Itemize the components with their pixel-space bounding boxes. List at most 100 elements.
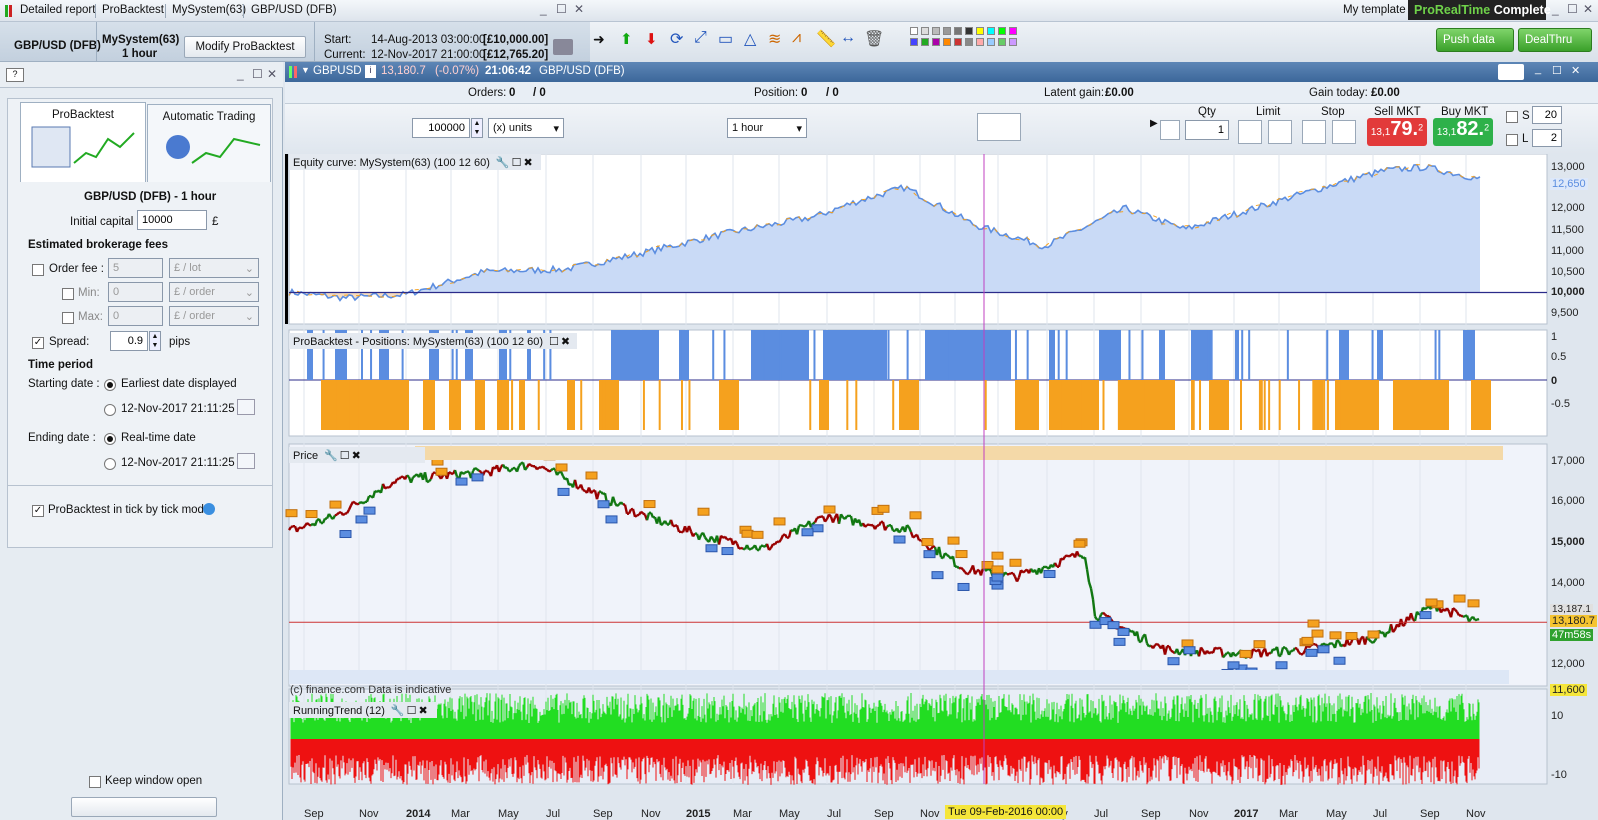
wrench-icon[interactable] — [1160, 120, 1180, 140]
wrench-icon[interactable]: 🔧 — [390, 705, 405, 717]
close-icon[interactable]: ✕ — [574, 2, 585, 16]
s-checkbox[interactable] — [1506, 111, 1518, 123]
info-icon[interactable]: i — [365, 65, 376, 78]
max-checkbox[interactable] — [62, 312, 74, 324]
quantity-stepper[interactable]: ▲ ▼ — [471, 118, 483, 138]
dealthru-button[interactable]: DealThru — [1518, 28, 1592, 52]
buy-arrow-icon[interactable]: ⬆ — [620, 31, 633, 48]
fan-tool-icon[interactable]: ≋ — [768, 31, 782, 48]
interval-select[interactable]: 1 hour ▾ — [727, 118, 807, 138]
quantity-input[interactable] — [412, 118, 470, 138]
color-swatch[interactable] — [987, 27, 995, 35]
chart-minimize-icon[interactable]: _ — [1535, 63, 1542, 75]
color-swatch[interactable] — [943, 38, 951, 46]
close-icon[interactable]: ✖ — [418, 705, 428, 717]
window-icon[interactable]: ☐ — [511, 157, 522, 169]
print-icon[interactable] — [553, 39, 573, 55]
start-earliest-radio[interactable] — [104, 379, 116, 391]
info-bubble-icon[interactable] — [203, 503, 215, 515]
window-icon[interactable]: ☐ — [549, 336, 559, 348]
spread-input[interactable] — [110, 331, 148, 351]
l-checkbox[interactable] — [1506, 134, 1518, 146]
chart-area[interactable] — [285, 154, 1598, 820]
window-icon[interactable]: ☐ — [339, 450, 350, 462]
color-swatch[interactable] — [1009, 38, 1017, 46]
color-swatch[interactable] — [965, 27, 973, 35]
min-unit-select[interactable]: £ / order ⌄ — [169, 282, 259, 302]
end-custom-radio[interactable] — [104, 458, 116, 470]
rectangle-tool-icon[interactable]: ▭ — [718, 31, 734, 48]
channel-tool-icon[interactable]: ⩘ — [792, 29, 802, 46]
stop-sell-icon[interactable] — [1332, 120, 1356, 144]
run-button[interactable] — [71, 797, 217, 817]
expand-arrow-icon[interactable]: ▶ — [1150, 118, 1158, 129]
units-select[interactable]: (x) units ▾ — [488, 118, 564, 138]
tab-detailed-report[interactable]: Detailed report — [20, 4, 96, 16]
triangle-tool-icon[interactable]: △ — [744, 31, 757, 48]
symbol-label[interactable]: GBPUSD — [313, 65, 362, 77]
stop-buy-icon[interactable] — [1302, 120, 1326, 144]
color-swatch[interactable] — [998, 27, 1006, 35]
close-icon[interactable]: ✖ — [560, 336, 571, 348]
chart-maximize-icon[interactable]: ☐ — [1552, 65, 1562, 77]
color-swatch[interactable] — [932, 38, 940, 46]
close-icon[interactable]: ✖ — [523, 157, 533, 169]
wrench-icon[interactable]: 🔧 — [324, 450, 338, 462]
push-data-button[interactable]: Push data — [1436, 28, 1514, 52]
window-icon[interactable]: ☐ — [406, 705, 417, 717]
s-input[interactable] — [1532, 106, 1562, 124]
app-maximize-icon[interactable]: ☐ — [1567, 2, 1578, 16]
my-template-link[interactable]: My template — [1343, 4, 1406, 16]
cycle-tool-icon[interactable]: ⟳ — [670, 31, 684, 48]
cursor-arrow-icon[interactable]: ➜ — [593, 31, 605, 47]
color-swatch[interactable] — [954, 38, 962, 46]
color-swatch[interactable] — [987, 38, 995, 46]
color-swatch[interactable] — [921, 27, 929, 35]
line-tool-icon[interactable]: ⤢ — [694, 29, 707, 46]
maximize-icon[interactable]: ☐ — [556, 2, 567, 16]
app-minimize-icon[interactable]: _ — [1552, 2, 1559, 16]
minimize-icon[interactable]: _ — [540, 2, 547, 16]
help-icon[interactable]: ? — [6, 68, 24, 82]
start-custom-radio[interactable] — [104, 404, 116, 416]
color-swatch[interactable] — [976, 27, 984, 35]
color-swatch[interactable] — [921, 38, 929, 46]
sell-market-button[interactable]: 13,179.2 — [1367, 118, 1427, 146]
tab-mysystem[interactable]: MySystem(63) — [172, 4, 247, 16]
qty-input[interactable] — [1185, 120, 1229, 140]
order-fee-unit-select[interactable]: £ / lot ⌄ — [169, 258, 259, 278]
color-swatch[interactable] — [998, 38, 1006, 46]
color-swatch[interactable] — [943, 27, 951, 35]
max-input[interactable] — [108, 306, 163, 326]
keyboard-icon[interactable] — [1498, 64, 1524, 80]
min-checkbox[interactable] — [62, 288, 74, 300]
color-palette[interactable] — [910, 27, 1060, 55]
order-fee-input[interactable] — [108, 258, 163, 278]
color-swatch[interactable] — [954, 27, 962, 35]
spread-stepper[interactable]: ▲ ▼ — [149, 331, 161, 351]
color-swatch[interactable] — [932, 27, 940, 35]
calendar-icon[interactable] — [237, 399, 255, 415]
tick-mode-checkbox[interactable]: ✓ — [32, 505, 44, 517]
indicator-menu-icon[interactable] — [977, 113, 1021, 141]
limit-buy-icon[interactable] — [1238, 120, 1262, 144]
color-swatch[interactable] — [910, 38, 918, 46]
tab-gbpusd[interactable]: GBP/USD (DFB) — [251, 4, 337, 16]
ruler-icon[interactable]: 📏 — [816, 31, 836, 48]
calendar-icon[interactable] — [237, 453, 255, 469]
tab-automatic-trading[interactable]: Automatic Trading — [147, 104, 271, 182]
color-swatch[interactable] — [976, 38, 984, 46]
modify-probacktest-button[interactable]: Modify ProBacktest — [184, 36, 306, 58]
tab-probacktest[interactable]: ProBacktest — [102, 4, 164, 16]
tab-probacktest-panel[interactable]: ProBacktest — [20, 102, 146, 182]
sidebar-close-icon[interactable]: ✕ — [267, 67, 278, 81]
sell-arrow-icon[interactable]: ⬇ — [645, 31, 658, 48]
chevron-down-icon[interactable]: ▼ — [301, 65, 310, 75]
spread-checkbox[interactable]: ✓ — [32, 337, 44, 349]
l-input[interactable] — [1532, 129, 1562, 147]
max-unit-select[interactable]: £ / order ⌄ — [169, 306, 259, 326]
sidebar-maximize-icon[interactable]: ☐ — [252, 67, 263, 81]
color-swatch[interactable] — [910, 27, 918, 35]
limit-sell-icon[interactable] — [1268, 120, 1292, 144]
trash-icon[interactable]: 🗑 — [864, 31, 885, 48]
